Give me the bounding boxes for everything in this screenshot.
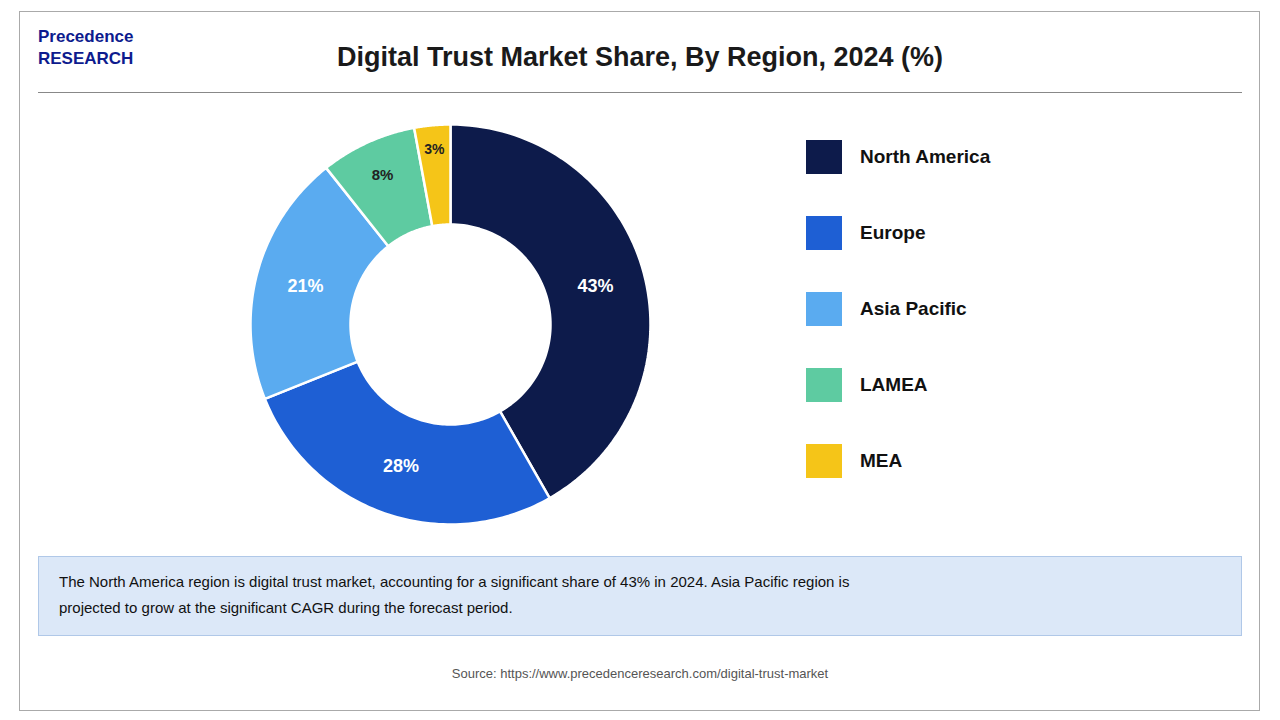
svg-text:28%: 28%	[383, 456, 419, 476]
html-text:MEA: MEA	[860, 450, 903, 471]
html-text:The North America region is di: The North America region is digital trus…	[59, 573, 850, 616]
svg-text:3%: 3%	[424, 141, 445, 157]
svg-text:43%: 43%	[577, 276, 613, 296]
svg-text:21%: 21%	[287, 276, 323, 296]
html-text:Digital Trust Market Share, By: Digital Trust Market Share, By Region, 2…	[336, 42, 944, 72]
html-text:Precedence: Precedence	[38, 27, 134, 46]
html-text:RESEARCH: RESEARCH	[38, 49, 134, 68]
html-text:Asia Pacific: Asia Pacific	[860, 298, 967, 319]
html-text:LAMEA: LAMEA	[860, 374, 928, 395]
html-text:North America: North America	[860, 146, 991, 167]
html-text:Europe: Europe	[860, 222, 926, 243]
html-text:Source: https://www.precedence: Source: https://www.precedenceresearch.c…	[451, 666, 829, 681]
svg-text:8%: 8%	[372, 166, 394, 183]
